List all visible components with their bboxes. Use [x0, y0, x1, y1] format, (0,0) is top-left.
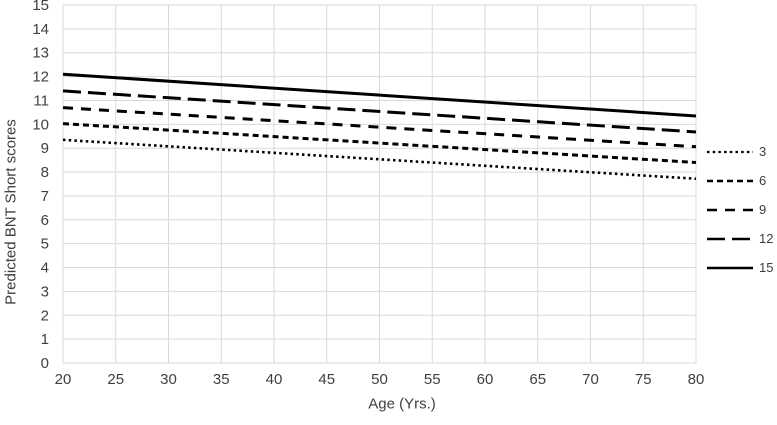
y-tick-label: 5 [41, 236, 49, 253]
legend-item-15: 15 [706, 253, 773, 282]
legend-label: 9 [759, 202, 767, 217]
x-tick-label: 40 [266, 371, 283, 388]
x-tick-label: 60 [477, 371, 494, 388]
series-line-9 [62, 106, 697, 149]
legend-item-12: 12 [706, 224, 773, 253]
x-tick-label: 45 [318, 371, 335, 388]
legend-item-6: 6 [706, 166, 773, 195]
legend-item-3: 3 [706, 137, 773, 166]
series-line-6 [62, 122, 697, 165]
y-tick-label: 4 [41, 260, 49, 277]
x-tick-label: 55 [424, 371, 441, 388]
y-tick-label: 14 [32, 21, 49, 38]
y-tick-label: 2 [41, 307, 49, 324]
legend-label: 6 [759, 173, 767, 188]
y-tick-label: 6 [41, 212, 49, 229]
legend-line-swatch-icon [707, 237, 753, 240]
series-line-12 [62, 89, 697, 134]
legend-label: 3 [759, 144, 767, 159]
y-tick-label: 8 [41, 164, 49, 181]
y-tick-label: 7 [41, 188, 49, 205]
series-line-15 [62, 72, 697, 118]
x-tick-label: 30 [160, 371, 177, 388]
legend-label: 15 [759, 260, 774, 275]
y-tick-label: 1 [41, 331, 49, 348]
x-tick-label: 35 [213, 371, 230, 388]
x-tick-label: 80 [688, 371, 705, 388]
y-tick-label: 9 [41, 140, 49, 157]
y-tick-label: 15 [32, 0, 49, 14]
legend: 3 6 9 12 15 [706, 137, 773, 282]
x-tick-label: 65 [529, 371, 546, 388]
legend-item-9: 9 [706, 195, 773, 224]
y-tick-label: 11 [33, 92, 49, 109]
x-tick-label: 25 [107, 371, 124, 388]
legend-line-swatch-icon [707, 208, 753, 211]
legend-line-swatch-icon [707, 150, 753, 153]
x-axis-title: Age (Yrs.) [368, 395, 436, 413]
y-tick-label: 13 [32, 45, 49, 62]
legend-label: 12 [759, 231, 774, 246]
y-tick-label: 10 [32, 116, 49, 133]
y-tick-label: 12 [32, 69, 49, 86]
x-tick-label: 70 [582, 371, 599, 388]
legend-line-swatch-icon [707, 179, 753, 182]
legend-line-swatch-icon [707, 266, 753, 269]
x-tick-label: 75 [635, 371, 652, 388]
x-tick-label: 20 [55, 371, 72, 388]
x-tick-label: 50 [371, 371, 388, 388]
y-tick-label: 3 [41, 283, 49, 300]
y-tick-label: 0 [41, 355, 49, 372]
